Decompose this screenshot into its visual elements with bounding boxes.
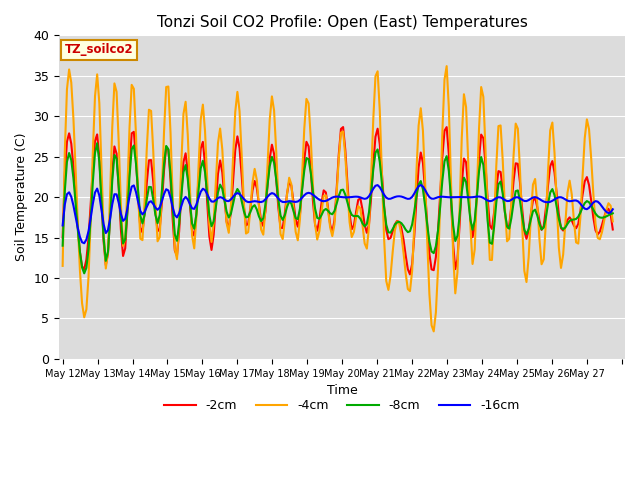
X-axis label: Time: Time (326, 384, 358, 397)
Legend: -2cm, -4cm, -8cm, -16cm: -2cm, -4cm, -8cm, -16cm (159, 395, 525, 418)
Y-axis label: Soil Temperature (C): Soil Temperature (C) (15, 133, 28, 262)
Text: TZ_soilco2: TZ_soilco2 (65, 43, 133, 57)
Title: Tonzi Soil CO2 Profile: Open (East) Temperatures: Tonzi Soil CO2 Profile: Open (East) Temp… (157, 15, 527, 30)
